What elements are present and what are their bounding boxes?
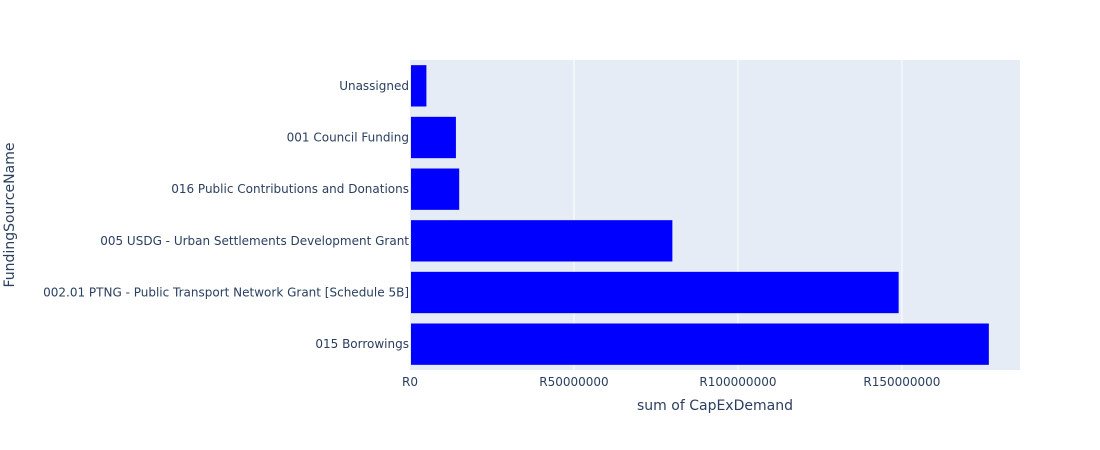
bar <box>411 271 899 314</box>
y-tick-label: Unassigned <box>339 79 409 93</box>
y-tick-label: 016 Public Contributions and Donations <box>171 182 409 196</box>
x-tick-labels: R0 R50000000 R100000000 R150000000 <box>402 375 940 389</box>
bars <box>411 65 989 365</box>
bar <box>411 65 427 107</box>
bar <box>411 323 989 365</box>
bar <box>411 116 456 159</box>
x-tick-label: R100000000 <box>699 375 776 389</box>
x-tick-label: R150000000 <box>863 375 940 389</box>
plot-background <box>410 60 1020 370</box>
y-tick-labels: Unassigned 001 Council Funding 016 Public … <box>43 79 409 351</box>
y-tick-label: 015 Borrowings <box>315 337 409 351</box>
bar <box>411 168 460 210</box>
x-tick-label: R0 <box>402 375 418 389</box>
y-axis-title: FundingSourceName <box>2 143 18 288</box>
x-axis-title: sum of CapExDemand <box>637 398 793 414</box>
y-tick-label: 005 USDG - Urban Settlements Development… <box>100 234 409 248</box>
y-tick-label: 001 Council Funding <box>287 131 409 145</box>
x-gridlines <box>573 60 903 370</box>
bar <box>411 220 673 262</box>
y-tick-label: 002.01 PTNG - Public Transport Network G… <box>43 286 409 300</box>
x-tick-label: R50000000 <box>539 375 608 389</box>
